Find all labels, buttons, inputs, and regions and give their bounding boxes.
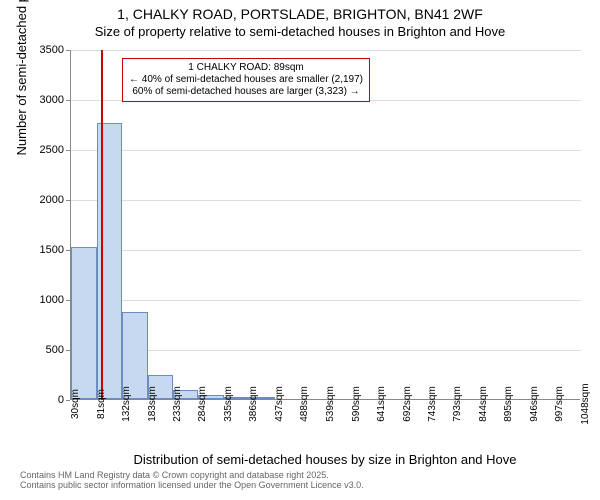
y-tick-label: 1500 <box>24 244 64 256</box>
y-tick-mark <box>66 300 70 301</box>
y-tick-mark <box>66 100 70 101</box>
y-tick-mark <box>66 50 70 51</box>
chart-container: 1, CHALKY ROAD, PORTSLADE, BRIGHTON, BN4… <box>0 0 600 500</box>
footer-line2: Contains public sector information licen… <box>20 480 364 490</box>
footer-line1: Contains HM Land Registry data © Crown c… <box>20 470 364 480</box>
y-tick-mark <box>66 200 70 201</box>
annotation-line3: 60% of semi-detached houses are larger (… <box>129 86 363 98</box>
histogram-bar <box>71 247 97 399</box>
y-tick-label: 0 <box>24 394 64 406</box>
y-tick-label: 1000 <box>24 294 64 306</box>
y-tick-label: 500 <box>24 344 64 356</box>
plot-area: 1 CHALKY ROAD: 89sqm ← 40% of semi-detac… <box>70 50 580 400</box>
y-tick-label: 2500 <box>24 144 64 156</box>
annotation-box: 1 CHALKY ROAD: 89sqm ← 40% of semi-detac… <box>122 58 370 102</box>
grid-line <box>71 200 581 201</box>
annotation-line1: 1 CHALKY ROAD: 89sqm <box>129 62 363 74</box>
grid-line <box>71 150 581 151</box>
grid-line <box>71 300 581 301</box>
plot-inner <box>70 50 580 400</box>
y-tick-label: 2000 <box>24 194 64 206</box>
grid-line <box>71 250 581 251</box>
grid-line <box>71 50 581 51</box>
annotation-line2: ← 40% of semi-detached houses are smalle… <box>129 74 363 86</box>
y-tick-mark <box>66 250 70 251</box>
y-tick-label: 3000 <box>24 94 64 106</box>
footer-text: Contains HM Land Registry data © Crown c… <box>20 470 364 491</box>
y-axis-label: Number of semi-detached properties <box>14 0 29 225</box>
y-tick-label: 3500 <box>24 44 64 56</box>
chart-title-main: 1, CHALKY ROAD, PORTSLADE, BRIGHTON, BN4… <box>0 6 600 22</box>
reference-line <box>101 50 103 400</box>
x-axis-label: Distribution of semi-detached houses by … <box>70 452 580 467</box>
y-tick-mark <box>66 350 70 351</box>
y-tick-mark <box>66 150 70 151</box>
chart-title-sub: Size of property relative to semi-detach… <box>0 24 600 39</box>
